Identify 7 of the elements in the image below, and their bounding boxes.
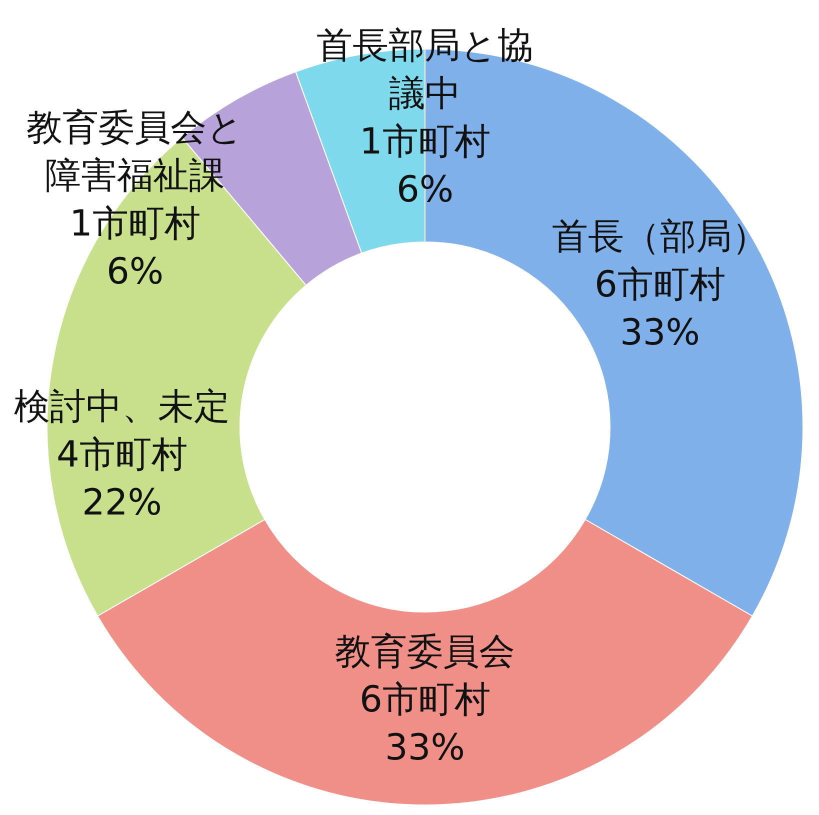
data-label: 6市町村 33% [594, 264, 726, 354]
data-label: 4市町村 22% [56, 434, 188, 524]
slice-label: 教育委員会 [335, 632, 515, 672]
data-label: 6市町村 33% [360, 680, 490, 768]
slice-label: 検討中、未定 [14, 386, 230, 428]
slice-label: 首長（部局） [552, 216, 768, 258]
slice-label: 首長部局と協議中 [316, 26, 534, 114]
